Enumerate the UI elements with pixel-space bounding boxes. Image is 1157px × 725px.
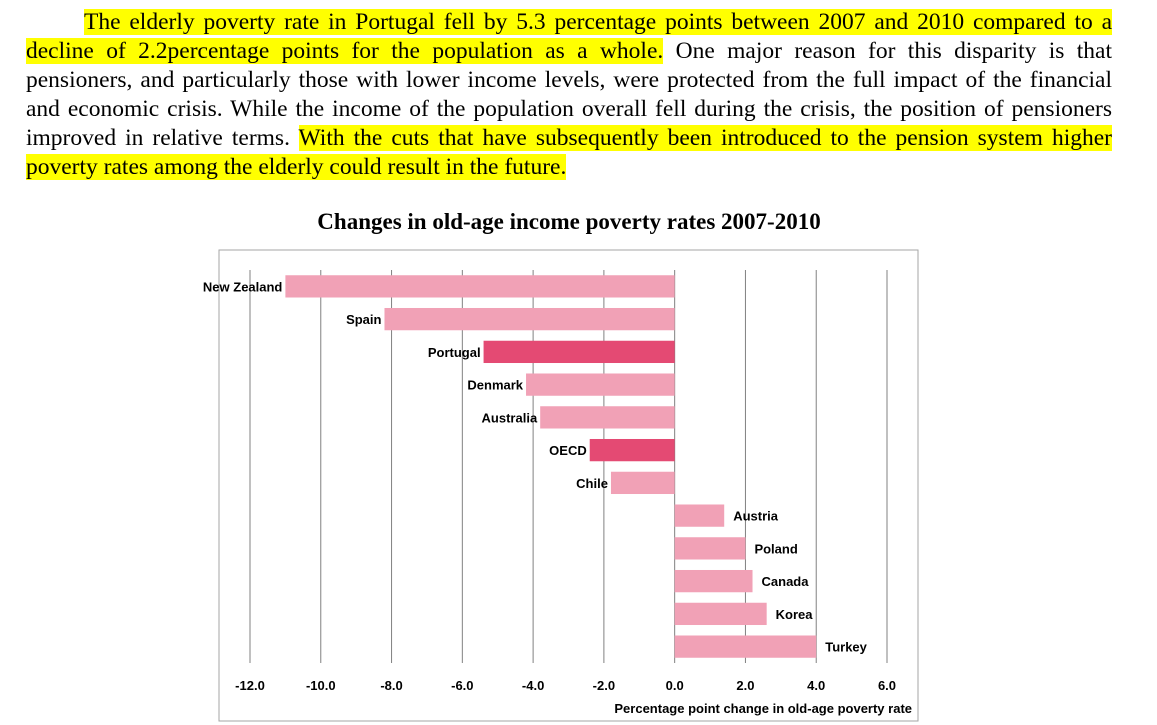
category-label: Chile bbox=[576, 476, 608, 491]
chart-frame bbox=[218, 249, 919, 722]
category-label: Korea bbox=[776, 607, 814, 622]
category-label: Australia bbox=[482, 410, 538, 425]
x-tick-label: -10.0 bbox=[306, 678, 336, 693]
x-tick-label: -12.0 bbox=[235, 678, 265, 693]
category-label: Turkey bbox=[825, 640, 867, 655]
x-tick-label: 0.0 bbox=[666, 678, 684, 693]
category-label: Portugal bbox=[428, 345, 481, 360]
category-label: Spain bbox=[346, 312, 381, 327]
category-label: OECD bbox=[549, 443, 587, 458]
category-label: Denmark bbox=[467, 378, 523, 393]
bar-canada bbox=[674, 569, 753, 593]
body-paragraph: The elderly poverty rate in Portugal fel… bbox=[26, 8, 1112, 182]
bar-portugal bbox=[483, 340, 675, 364]
x-tick-label: 4.0 bbox=[807, 678, 825, 693]
bar-oecd bbox=[589, 438, 675, 462]
bar-korea bbox=[674, 602, 767, 626]
bar-new-zealand bbox=[285, 275, 675, 298]
bar-spain bbox=[384, 307, 675, 331]
x-tick-label: -2.0 bbox=[593, 678, 615, 693]
paragraph-text: One major reason for this disparity is t… bbox=[26, 38, 1113, 151]
x-tick-label: -4.0 bbox=[522, 678, 544, 693]
bar-chile bbox=[610, 471, 675, 495]
x-tick-label: 6.0 bbox=[878, 678, 896, 693]
x-axis-label: Percentage point change in old-age pover… bbox=[614, 701, 912, 716]
category-label: Austria bbox=[733, 509, 779, 524]
bar-austria bbox=[674, 504, 725, 527]
x-tick-label: -8.0 bbox=[380, 678, 402, 693]
bar-australia bbox=[540, 406, 675, 429]
bar-denmark bbox=[526, 373, 675, 396]
chart-title: Changes in old-age income poverty rates … bbox=[317, 209, 821, 234]
bar-poland bbox=[674, 537, 746, 560]
category-label: New Zealand bbox=[203, 279, 283, 294]
category-label: Poland bbox=[754, 541, 797, 556]
bar-turkey bbox=[674, 635, 817, 658]
x-tick-label: 2.0 bbox=[736, 678, 754, 693]
x-tick-label: -6.0 bbox=[451, 678, 473, 693]
category-label: Canada bbox=[762, 574, 810, 589]
